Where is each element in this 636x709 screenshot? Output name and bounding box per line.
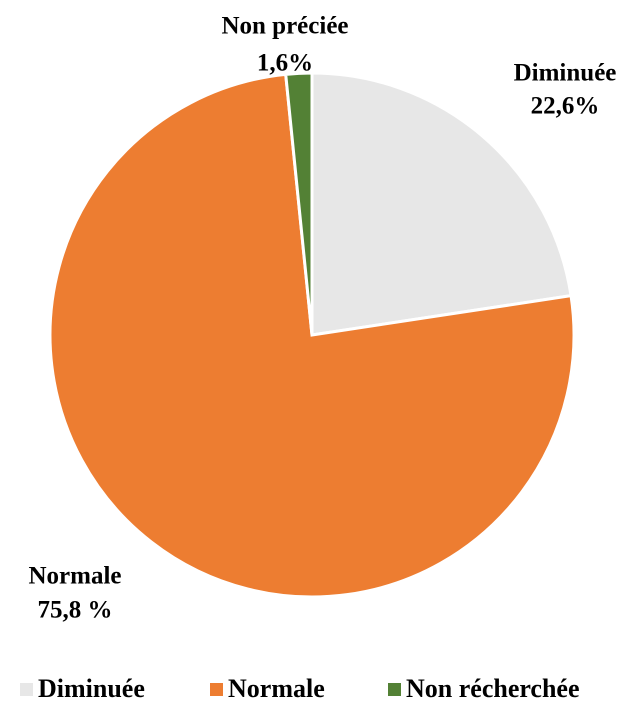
legend-label: Non récherchée bbox=[406, 674, 580, 703]
pie-slice bbox=[284, 71, 314, 336]
slice-label: Normale bbox=[28, 563, 121, 590]
legend-swatch bbox=[388, 683, 401, 696]
legend-label: Normale bbox=[228, 674, 325, 703]
legend-label: Diminuée bbox=[38, 674, 145, 703]
slice-label: Diminuée bbox=[514, 60, 617, 87]
pie-slice bbox=[48, 72, 576, 599]
data-label: 75,8 % bbox=[38, 597, 113, 624]
data-label: 22,6% bbox=[531, 93, 600, 120]
pie-slice bbox=[310, 71, 573, 337]
data-label: 1,6% bbox=[257, 50, 313, 77]
legend-swatch bbox=[210, 683, 223, 696]
slice-label: Non préciée bbox=[221, 13, 348, 40]
legend-swatch bbox=[20, 683, 33, 696]
